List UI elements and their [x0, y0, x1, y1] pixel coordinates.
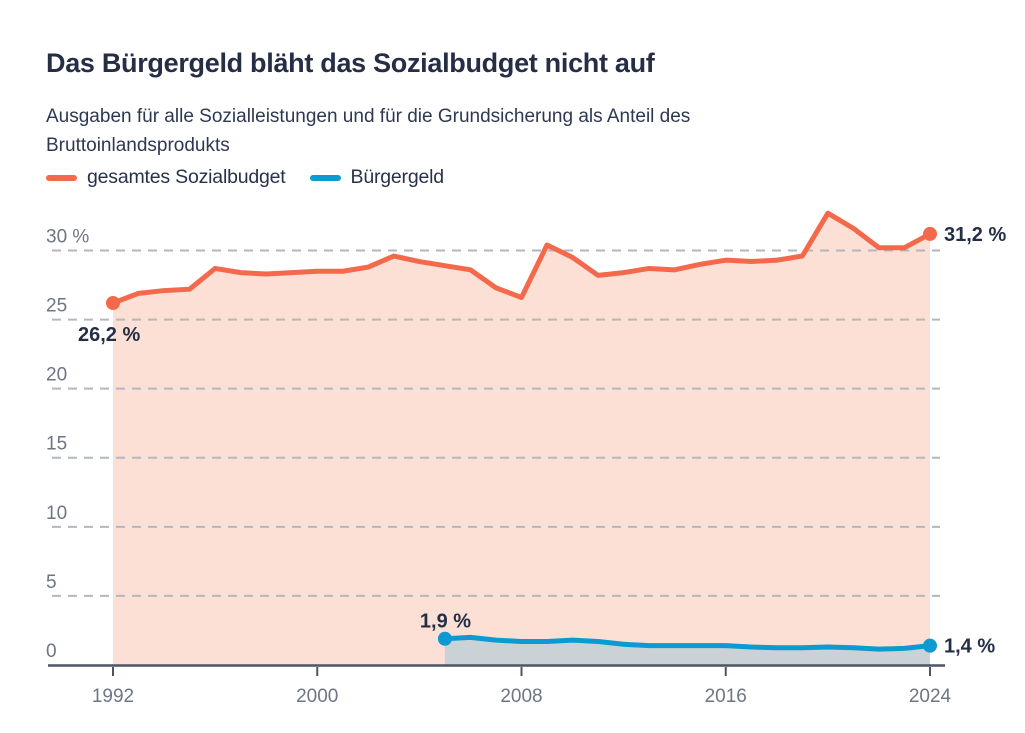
line-sozialbudget: [110, 210, 933, 306]
legend-item-buergergeld: Bürgergeld: [309, 166, 445, 189]
value-label-end-buergergeld: 1,4 %: [944, 636, 995, 658]
chart-title: Das Bürgergeld bläht das Sozialbudget ni…: [46, 48, 655, 79]
legend-label-buergergeld: Bürgergeld: [350, 166, 445, 188]
point-start-sozialbudget: [106, 296, 120, 311]
x-tick-label-2008: 2008: [500, 686, 542, 707]
chart-legend: gesamtes Sozialbudget Bürgergeld: [46, 166, 444, 189]
point-start-buergergeld: [437, 631, 452, 646]
point-end-sozialbudget: [923, 226, 937, 241]
y-tick-label-25: 25: [46, 296, 67, 317]
value-label-end-sozialbudget: 31,2 %: [944, 224, 1006, 246]
x-tick-label-2024: 2024: [909, 686, 952, 707]
legend-swatch-buergergeld-icon: [309, 174, 341, 181]
legend-item-sozialbudget: gesamtes Sozialbudget: [46, 166, 286, 189]
area-buergergeld: [444, 637, 930, 665]
legend-label-sozialbudget: gesamtes Sozialbudget: [87, 166, 286, 188]
y-tick-label-10: 10: [46, 503, 67, 524]
x-tick-label-2000: 2000: [296, 686, 338, 707]
value-label-start-sozialbudget: 26,2 %: [78, 324, 140, 346]
x-tick-label-2016: 2016: [705, 686, 747, 707]
area-sozialbudget: [113, 213, 930, 665]
y-tick-label-0: 0: [46, 641, 57, 662]
line-buergergeld: [442, 634, 933, 652]
y-tick-label-20: 20: [46, 365, 67, 386]
y-tick-label-15: 15: [46, 434, 67, 455]
y-tick-label-30: 30 %: [46, 226, 89, 247]
x-tick-label-1992: 1992: [92, 686, 134, 707]
y-tick-label-5: 5: [46, 572, 57, 593]
point-end-buergergeld: [923, 638, 937, 653]
value-label-start-buergergeld: 1,9 %: [420, 611, 471, 633]
chart-subtitle: Ausgaben für alle Sozialleistungen und f…: [46, 106, 691, 156]
legend-swatch-sozialbudget-icon: [46, 174, 77, 181]
